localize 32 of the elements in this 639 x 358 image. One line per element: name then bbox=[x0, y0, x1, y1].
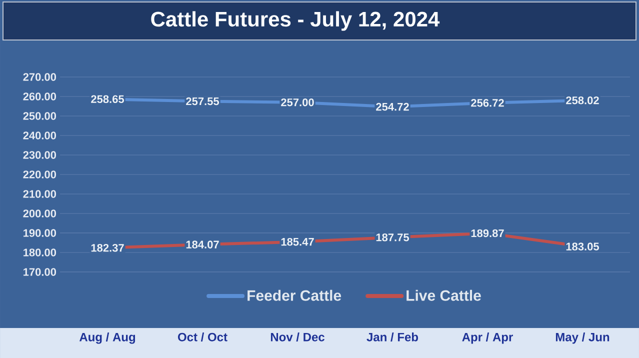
data-label: 182.37 bbox=[91, 244, 124, 252]
legend-label: Live Cattle bbox=[406, 290, 481, 301]
data-label: 183.05 bbox=[566, 242, 599, 250]
y-tick-label: 260.00 bbox=[23, 92, 56, 100]
data-label: 258.65 bbox=[91, 95, 124, 104]
data-label: 185.47 bbox=[281, 238, 314, 246]
y-tick-label: 240.00 bbox=[23, 132, 56, 140]
data-label: 187.75 bbox=[376, 233, 410, 242]
x-tick-label: Aug / Aug bbox=[79, 332, 136, 344]
data-label: 184.07 bbox=[186, 240, 219, 248]
y-tick-label: 170.00 bbox=[24, 268, 56, 276]
x-tick-label: Nov / Dec bbox=[270, 332, 324, 342]
y-tick-label: 190.00 bbox=[24, 229, 56, 237]
x-tick-label: May / Jun bbox=[556, 332, 610, 344]
data-label: 189.87 bbox=[471, 229, 504, 238]
y-tick-label: 180.00 bbox=[24, 248, 56, 256]
y-tick-label: 270.00 bbox=[23, 73, 56, 81]
data-label: 257.55 bbox=[186, 97, 220, 106]
y-tick-label: 210.00 bbox=[23, 190, 56, 198]
x-tick-label: Apr / Apr bbox=[462, 332, 513, 344]
chart-title: Cattle Futures - July 12, 2024 bbox=[151, 11, 440, 31]
legend-label: Feeder Cattle bbox=[248, 290, 342, 301]
data-label: 258.02 bbox=[566, 96, 599, 104]
y-tick-label: 250.00 bbox=[23, 112, 56, 120]
y-tick-label: 200.00 bbox=[23, 210, 56, 218]
y-tick-label: 230.00 bbox=[23, 151, 56, 159]
x-tick-label: Oct / Oct bbox=[178, 332, 228, 342]
data-label: 256.72 bbox=[471, 99, 504, 107]
y-tick-label: 220.00 bbox=[23, 170, 56, 178]
data-label: 254.72 bbox=[376, 102, 409, 111]
x-tick-label: Jan / Feb bbox=[366, 332, 418, 342]
data-label: 257.00 bbox=[281, 98, 314, 106]
